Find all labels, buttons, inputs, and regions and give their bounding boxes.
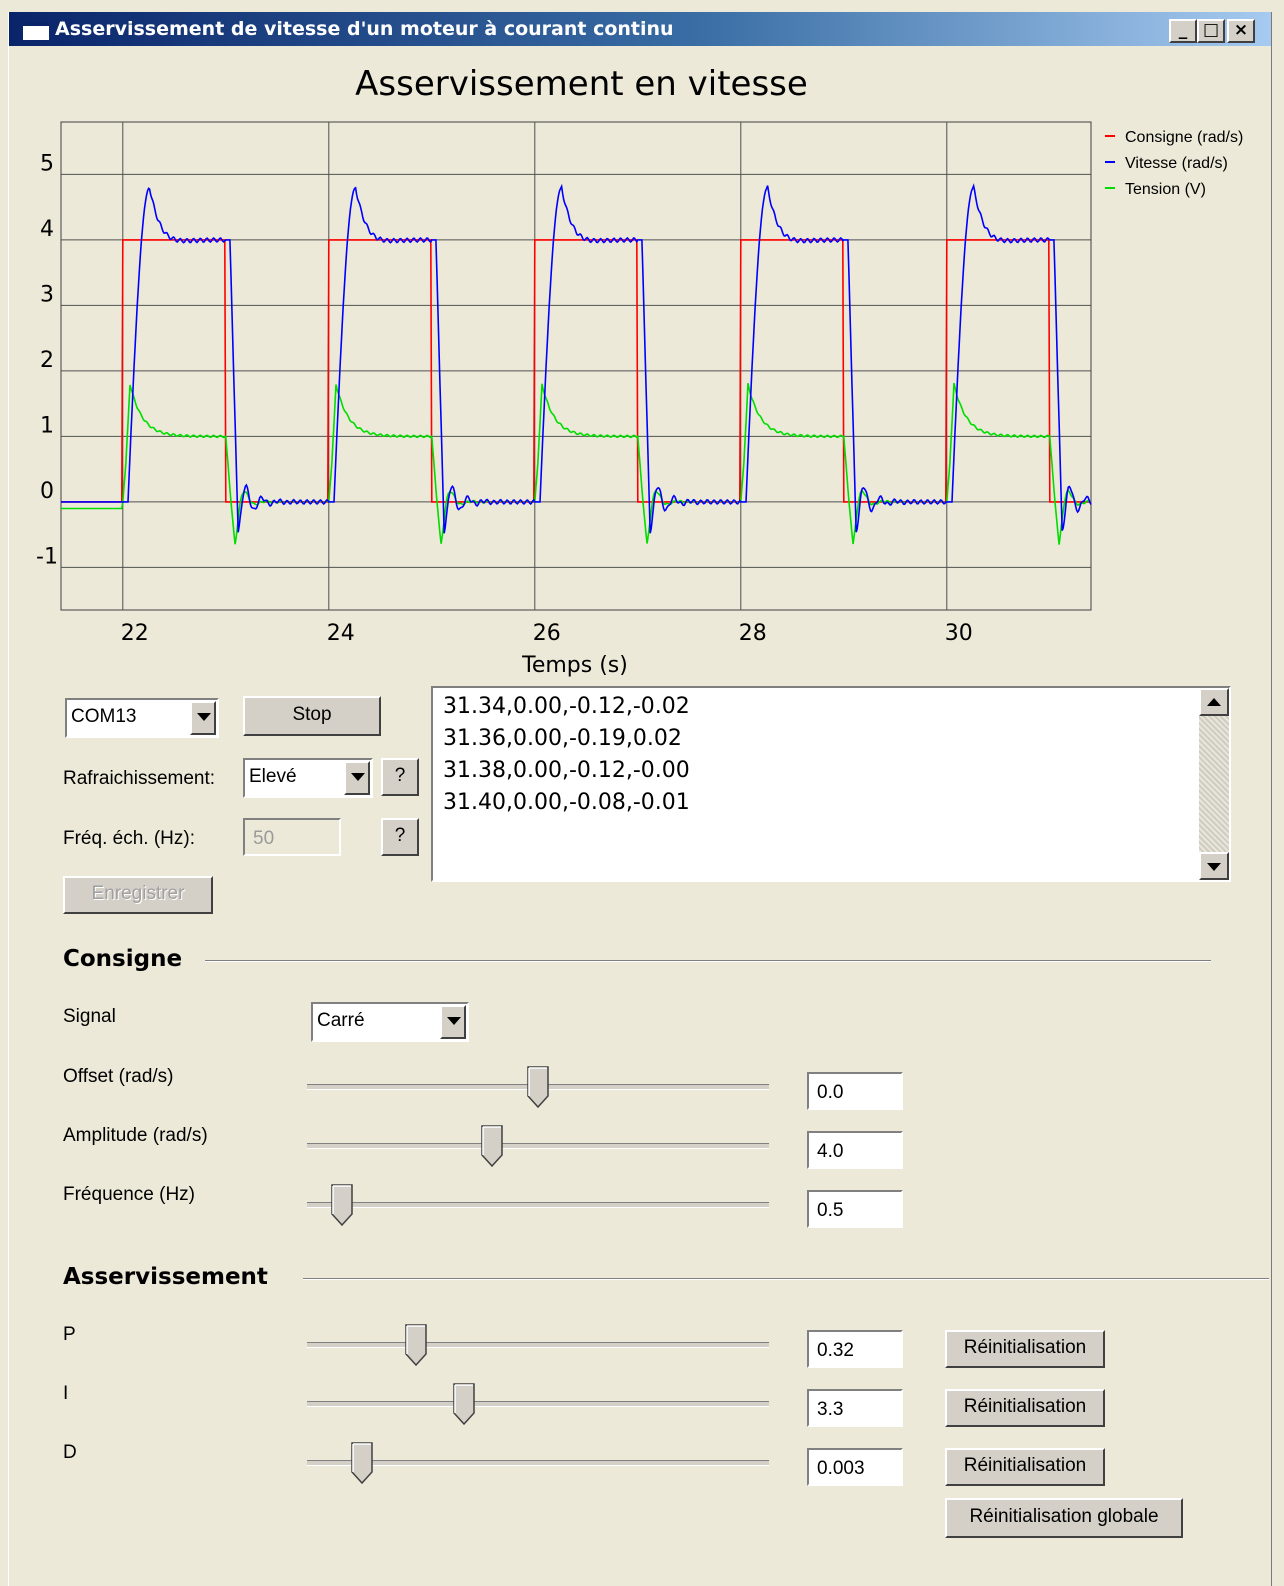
param-slider-thumb[interactable] (351, 1442, 374, 1485)
log-line: 31.34,0.00,-0.12,-0.02 (443, 694, 690, 719)
chevron-down-icon[interactable] (190, 701, 216, 735)
maximize-button[interactable]: □ (1197, 19, 1225, 43)
com-port-select[interactable]: COM13 (65, 698, 219, 738)
param-value-field[interactable]: 4.0 (807, 1131, 903, 1169)
param-value-field[interactable]: 0.5 (807, 1190, 903, 1228)
x-tick-label: 30 (945, 621, 973, 646)
sample-freq-label: Fréq. éch. (Hz): (63, 828, 195, 849)
com-port-value: COM13 (71, 706, 137, 727)
scroll-up-button[interactable] (1199, 688, 1229, 716)
legend-entry: Consigne (rad/s) (1125, 129, 1243, 146)
param-slider-thumb[interactable] (527, 1066, 549, 1109)
app-window: Asservissement de vitesse d'un moteur à … (8, 12, 1272, 1586)
param-slider-thumb[interactable] (481, 1125, 503, 1168)
x-tick-label: 22 (121, 621, 149, 646)
stop-button[interactable]: Stop (243, 696, 381, 736)
param-slider-thumb[interactable] (404, 1324, 427, 1367)
window-title: Asservissement de vitesse d'un moteur à … (55, 18, 674, 40)
scroll-down-button[interactable] (1199, 852, 1229, 880)
freq-help-button[interactable]: ? (381, 818, 419, 856)
y-tick-label: 0 (40, 479, 54, 504)
x-axis-label: Temps (s) (521, 653, 628, 678)
log-scrollbar[interactable] (1199, 688, 1229, 880)
refresh-value: Elevé (249, 766, 297, 787)
param-value-field[interactable]: 0.0 (807, 1072, 903, 1110)
y-tick-label: 5 (40, 151, 54, 176)
sample-freq-field[interactable]: 50 (243, 818, 341, 856)
reset-button[interactable]: Réinitialisation (945, 1389, 1105, 1427)
param-label: P (63, 1324, 76, 1345)
window-icon (23, 22, 49, 40)
log-line: 31.40,0.00,-0.08,-0.01 (443, 790, 690, 815)
signal-value: Carré (317, 1010, 365, 1031)
param-value-field[interactable]: 0.32 (807, 1330, 903, 1368)
y-tick-label: 4 (40, 217, 54, 242)
param-label: D (63, 1442, 77, 1463)
minimize-button[interactable]: _ (1169, 19, 1197, 43)
asservissement-heading: Asservissement (63, 1264, 268, 1290)
y-tick-label: 2 (40, 348, 54, 373)
legend-entry: Vitesse (rad/s) (1125, 155, 1228, 172)
signal-select[interactable]: Carré (311, 1002, 469, 1042)
param-slider-track[interactable] (307, 1202, 769, 1208)
refresh-label: Rafraichissement: (63, 768, 216, 789)
x-tick-label: 26 (533, 621, 561, 646)
legend-entry: Tension (V) (1125, 181, 1206, 198)
record-button[interactable]: Enregistrer (63, 876, 213, 914)
speed-chart: 22 24 26 28 30 -1 0 1 2 3 4 5 Temps (s) Consigne (rad… (36, 121, 1243, 678)
reset-button[interactable]: Réinitialisation (945, 1330, 1105, 1368)
consigne-divider (205, 960, 1211, 962)
y-tick-label: 3 (40, 282, 54, 307)
consigne-heading: Consigne (63, 946, 183, 972)
data-log[interactable]: 31.34,0.00,-0.12,-0.02 31.36,0.00,-0.19,… (431, 686, 1231, 882)
signal-label: Signal (63, 1006, 116, 1027)
log-line: 31.36,0.00,-0.19,0.02 (443, 726, 682, 751)
param-slider-track[interactable] (307, 1342, 769, 1348)
param-label: Fréquence (Hz) (63, 1184, 195, 1205)
global-reset-button[interactable]: Réinitialisation globale (945, 1498, 1183, 1538)
title-bar[interactable]: Asservissement de vitesse d'un moteur à … (9, 12, 1271, 46)
param-label: Offset (rad/s) (63, 1066, 174, 1087)
param-slider-track[interactable] (307, 1143, 769, 1149)
chevron-down-icon[interactable] (344, 761, 370, 795)
y-tick-label: 1 (40, 413, 54, 438)
param-slider-track[interactable] (307, 1401, 769, 1407)
y-tick-label: -1 (36, 544, 58, 569)
asservissement-divider (303, 1278, 1269, 1280)
param-value-field[interactable]: 0.003 (807, 1448, 903, 1486)
x-tick-label: 28 (739, 621, 767, 646)
param-label: I (63, 1383, 69, 1404)
plot-area (60, 121, 1092, 611)
x-tick-label: 24 (327, 621, 355, 646)
param-value-field[interactable]: 3.3 (807, 1389, 903, 1427)
refresh-select[interactable]: Elevé (243, 758, 373, 798)
close-button[interactable]: × (1227, 19, 1255, 43)
chevron-down-icon[interactable] (440, 1005, 466, 1039)
chart-title: Asservissement en vitesse (355, 64, 808, 104)
log-line: 31.38,0.00,-0.12,-0.00 (443, 758, 690, 783)
reset-button[interactable]: Réinitialisation (945, 1448, 1105, 1486)
param-slider-track[interactable] (307, 1460, 769, 1466)
series-line-vitesse (61, 183, 1092, 534)
refresh-help-button[interactable]: ? (381, 758, 419, 796)
param-label: Amplitude (rad/s) (63, 1125, 208, 1146)
param-slider-thumb[interactable] (330, 1184, 353, 1227)
param-slider-thumb[interactable] (453, 1383, 475, 1426)
